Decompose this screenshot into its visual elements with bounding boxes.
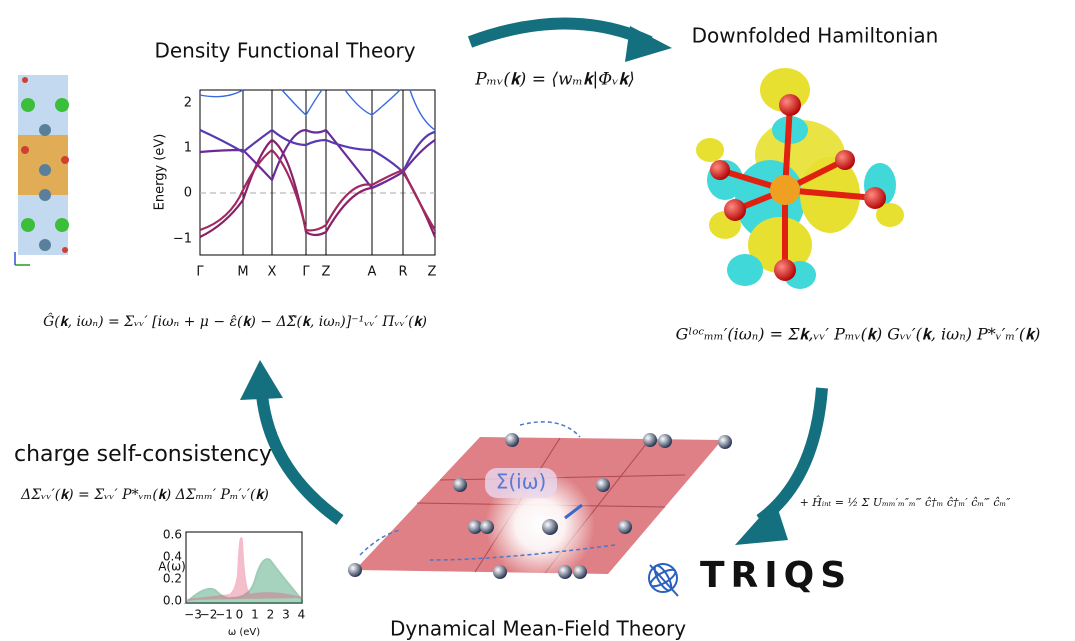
dmft-title: Dynamical Mean-Field Theory [390,617,686,641]
spectral-y-tick: 0.6 [163,528,182,542]
spectral-x-tick: 0 [236,608,244,622]
gloc-formula: Gˡᵒᶜₘₘ′(iωₙ) = Σ𝐤,ᵥᵥ′ Pₘᵥ(𝐤) Gᵥᵥ′(𝐤, iωₙ… [676,325,1041,344]
spectral-x-label: ω (eV) [228,627,260,638]
projector-formula: Pₘᵥ(𝐤) = ⟨wₘ𝐤|Φᵥ𝐤⟩ [474,70,635,90]
band-x-tick: M [237,265,248,280]
band-x-tick: R [398,265,407,280]
spectral-x-tick: 3 [282,608,290,622]
band-y-tick: −1 [173,232,192,247]
spectral-x-tick: −1 [215,608,233,622]
figure: Density Functional Theory Downfolded Ham… [0,0,1075,641]
spectral-y-tick: 0.2 [163,572,182,586]
hamiltonian-title: Downfolded Hamiltonian [692,24,939,48]
band-x-tick: X [268,265,277,280]
dsigma-formula: ΔΣᵥᵥ′(𝐤) = Σᵥᵥ′ P*ᵥₘ(𝐤) ΔΣₘₘ′ Pₘ′ᵥ′(𝐤) [20,487,269,503]
band-x-tick: Γ [302,265,310,280]
spectral-y-tick: 0.0 [163,594,182,608]
csc-title: charge self-consistency [14,442,272,467]
band-x-tick: Z [322,265,331,280]
spectral-y-tick: 0.4 [163,550,182,564]
triqs-name: TRIQS [700,555,852,596]
lattice [348,422,732,580]
triqs-logo [648,563,678,596]
spectral-x-tick: 1 [251,608,259,622]
sigma-label: Σ(iω) [496,470,547,494]
green-formula: Ĝ(𝐤, iωₙ) = Σᵥᵥ′ [iωₙ + μ − ε̂(𝐤) − ΔΣ̂(… [43,312,427,330]
band-y-tick: 1 [184,141,192,156]
spectral-x-tick: 4 [298,608,306,622]
dft-title: Density Functional Theory [154,39,415,63]
orbital-picture [696,68,904,289]
band-x-tick: Z [428,265,437,280]
spectral-x-tick: 2 [267,608,275,622]
arrow-left [262,395,340,520]
arrow-top [470,24,650,43]
crystal-structure [15,75,69,265]
spectral-plot [186,532,302,603]
arrow-head [240,360,283,400]
band-x-tick: A [368,265,377,280]
band-plot [200,90,435,255]
band-x-tick: Γ [196,265,204,280]
band-y-label: Energy (eV) [153,134,168,211]
arrow-head [625,26,672,62]
hint-formula: + Ĥᵢₙₜ = ½ Σ Uₘₘ′ₘ″ₘ‴ ĉ†ₘ ĉ†ₘ′ ĉₘ‴ ĉₘ″ [800,495,1012,509]
band-y-tick: 0 [184,186,192,201]
band-y-tick: 2 [184,96,192,111]
